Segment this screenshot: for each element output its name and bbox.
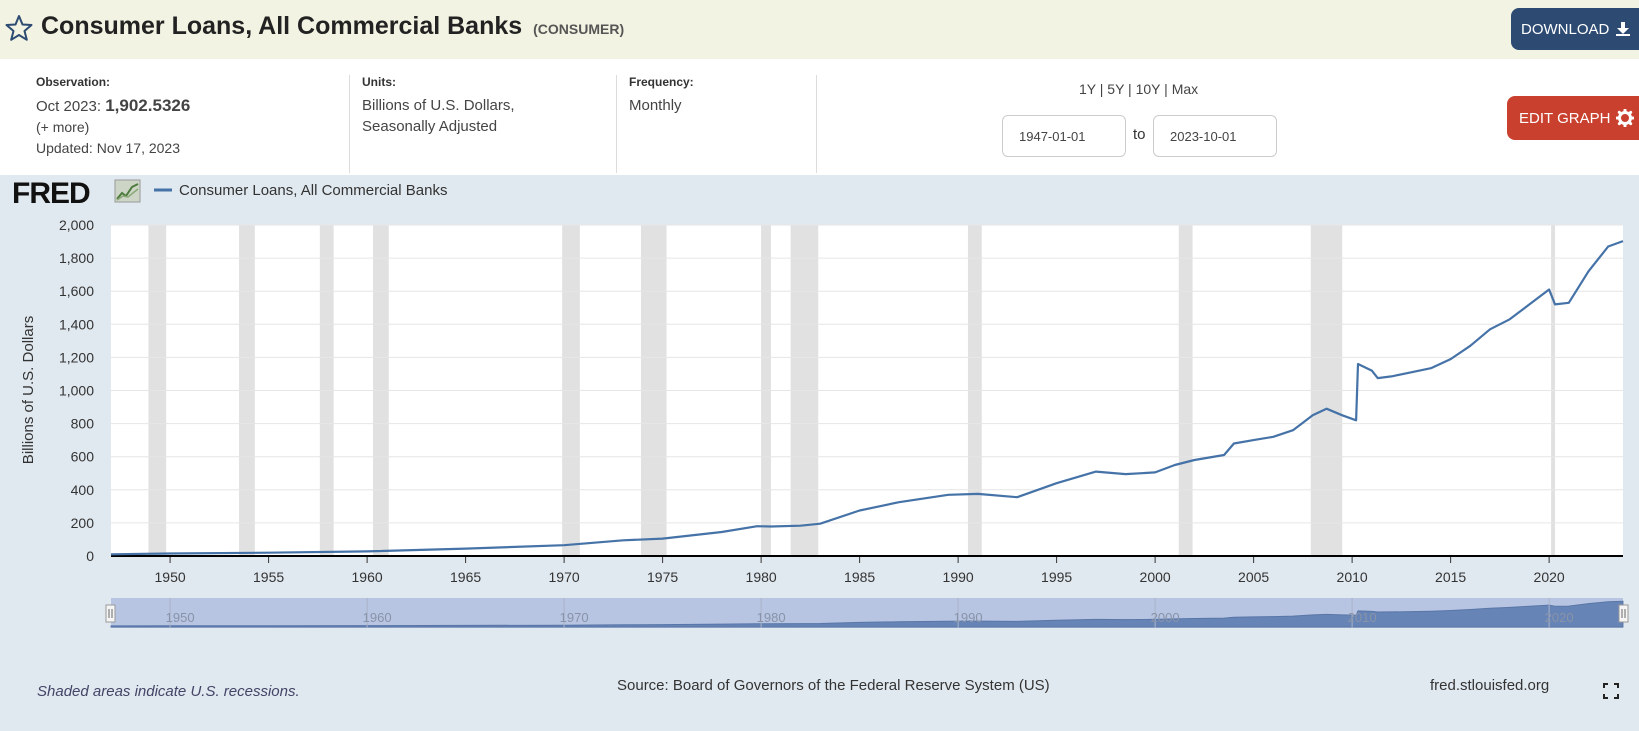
source-text: Source: Board of Governors of the Federa… [617,677,1050,694]
observation-date: Oct 2023: [36,98,102,115]
page-title: Consumer Loans, All Commercial Banks (CO… [41,12,624,41]
download-label: DOWNLOAD [1521,20,1610,38]
x-tick-label: 1950 [155,569,186,585]
x-tick-label: 2005 [1238,569,1269,585]
y-tick-label: 1,000 [59,383,94,399]
fred-logo-icon [114,179,141,203]
end-date-input[interactable] [1153,115,1277,157]
units-label: Units: [362,75,396,89]
navigator-tick-label: 1980 [757,610,786,625]
divider [816,75,817,173]
y-tick-label: 400 [71,482,95,498]
navigator-tick-label: 2000 [1151,610,1180,625]
navigator-tick-label: 1990 [954,610,983,625]
observation-label: Observation: [36,75,111,89]
navigator-tick-label: 1970 [560,610,589,625]
y-axis-label: Billions of U.S. Dollars [20,316,37,464]
divider [616,75,617,173]
grid-lines [111,224,1623,524]
range-10y-link[interactable]: 10Y [1135,81,1161,97]
x-tick-label: 1970 [549,569,580,585]
download-icon [1616,22,1631,36]
range-links: 1Y | 5Y | 10Y | Max [1079,81,1199,97]
y-tick-label: 0 [86,548,94,564]
graph-area: FRED Consumer Loans, All Commercial Bank… [0,175,1639,731]
frequency-panel: Frequency: Monthly [629,75,694,116]
range-5y-link[interactable]: 5Y [1107,81,1125,97]
series-id: (CONSUMER) [533,21,625,37]
y-tick-label: 1,800 [59,250,94,266]
y-tick-label: 2,000 [59,217,94,233]
to-label: to [1133,126,1146,143]
star-icon[interactable] [5,14,33,42]
observation-value: 1,902.5326 [105,96,191,115]
x-tick-label: 2000 [1140,569,1171,585]
navigator-ticks: 1950 1960 1970 1980 1990 2000 2010 2020 [166,598,1574,628]
start-date-input[interactable] [1002,115,1126,157]
y-tick-label: 1,400 [59,316,94,332]
x-tick-label: 1995 [1041,569,1072,585]
y-tick-label: 600 [71,449,95,465]
y-tick-label: 1,200 [59,349,94,365]
navigator-right-handle[interactable] [1618,604,1629,623]
fullscreen-icon[interactable] [1603,683,1619,699]
info-bar: Observation: Oct 2023: 1,902.5326 (+ mor… [0,59,1639,175]
range-max-link[interactable]: Max [1171,81,1199,97]
x-tick-label: 1975 [647,569,678,585]
site-link[interactable]: fred.stlouisfed.org [1430,677,1550,694]
y-axis-ticks: 0 200 400 600 800 1,000 1,200 1,400 1,600 1,800 2,… [59,217,94,564]
x-tick-label: 1965 [450,569,481,585]
edit-graph-button[interactable]: EDIT GRAPH [1507,96,1639,140]
series-title: Consumer Loans, All Commercial Banks [41,12,523,40]
x-tick-label: 1990 [943,569,974,585]
x-tick-label: 1980 [746,569,777,585]
y-tick-label: 1,600 [59,283,94,299]
recession-note: Shaded areas indicate U.S. recessions. [37,683,300,700]
x-tick-label: 2015 [1435,569,1466,585]
observation-panel: Observation: Oct 2023: 1,902.5326 (+ mor… [36,75,190,159]
observation-line: Oct 2023: 1,902.5326 [36,95,190,117]
x-tick-label: 1985 [844,569,875,585]
divider [349,75,350,173]
x-tick-label: 2020 [1534,569,1565,585]
x-tick-label: 1960 [352,569,383,585]
navigator-tick-label: 1960 [363,610,392,625]
frequency-label: Frequency: [629,75,694,89]
download-button[interactable]: DOWNLOAD [1511,8,1639,50]
range-1y-link[interactable]: 1Y [1079,81,1096,97]
fred-logo[interactable]: FRED [12,177,91,210]
navigator-tick-label: 1950 [166,610,195,625]
chart: FRED Consumer Loans, All Commercial Bank… [12,177,1629,628]
y-tick-label: 200 [71,515,95,531]
frequency-value: Monthly [629,97,682,114]
y-tick-label: 800 [71,416,95,432]
navigator-left-handle[interactable] [105,604,116,623]
units-line1: Billions of U.S. Dollars, [362,97,515,114]
navigator-tick-label: 2010 [1348,610,1377,625]
units-line2: Seasonally Adjusted [362,118,498,135]
navigator-series [110,600,1624,628]
title-bar: Consumer Loans, All Commercial Banks (CO… [0,0,1639,59]
units-panel: Units: Billions of U.S. Dollars, Seasona… [362,75,515,137]
edit-graph-label: EDIT GRAPH [1519,109,1611,127]
more-link[interactable]: (+ more) [36,119,90,135]
x-axis-ticks: 1950 1955 1960 1965 1970 1975 1980 1985 1990 1995… [155,556,1565,585]
series-line[interactable] [110,240,1624,556]
navigator-tick-label: 2020 [1545,610,1574,625]
x-tick-label: 1955 [253,569,284,585]
legend-label[interactable]: Consumer Loans, All Commercial Banks [179,182,447,199]
gear-icon [1616,109,1635,127]
x-tick-label: 2010 [1337,569,1368,585]
updated-date: Updated: Nov 17, 2023 [36,140,180,156]
